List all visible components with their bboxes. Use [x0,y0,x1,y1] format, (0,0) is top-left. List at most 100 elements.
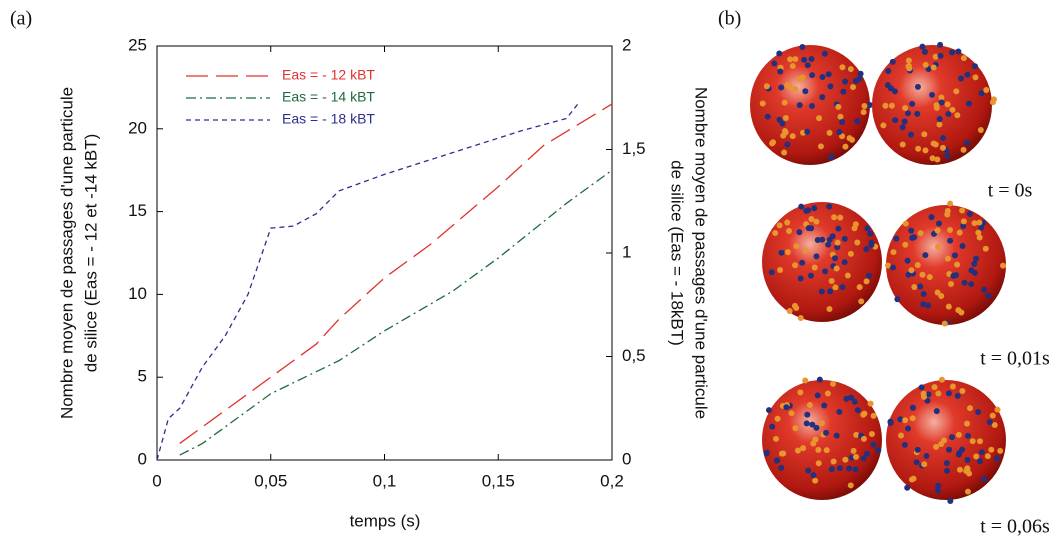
adsorbed-particle [792,56,799,63]
adsorbed-particle [941,320,948,327]
adsorbed-particle [894,296,901,303]
adsorbed-particle [933,408,940,415]
adsorbed-particle [902,220,909,227]
adsorbed-particle [956,466,963,473]
adsorbed-particle [813,218,820,225]
adsorbed-particle [934,156,941,163]
adsorbed-particle [905,57,912,64]
adsorbed-particle [966,211,973,218]
x-tick-label: 0,1 [373,471,397,490]
adsorbed-particle [945,111,952,118]
adsorbed-particle [815,446,822,453]
adsorbed-particle [822,268,829,275]
x-tick-label: 0 [152,471,161,490]
adsorbed-particle [836,465,843,472]
adsorbed-particle [938,94,945,101]
adsorbed-particle [913,459,920,466]
adsorbed-particle [817,143,824,150]
adsorbed-particle [799,259,806,266]
y2-tick-label: 0,5 [622,346,646,365]
y-axis-label: Nombre moyen de passages d'une particule… [57,87,100,419]
adsorbed-particle [955,48,962,55]
adsorbed-particle [971,63,978,70]
adsorbed-particle [975,229,982,236]
adsorbed-particle [784,219,791,226]
y-axis-label-line: de silice (Eas = - 12 et -14 kBT) [81,134,100,373]
adsorbed-particle [798,203,805,210]
panel-label: (b) [718,8,741,30]
adsorbed-particle [847,66,854,73]
adsorbed-particle [843,395,850,402]
adsorbed-particle [861,103,868,110]
adsorbed-particle [909,100,916,107]
adsorbed-particle [936,115,943,122]
adsorbed-particle [780,132,787,139]
adsorbed-particle [973,255,980,262]
adsorbed-particle [902,417,909,424]
adsorbed-particle [867,400,874,407]
adsorbed-particle [918,384,925,391]
adsorbed-particle [825,241,832,248]
adsorbed-particle [1000,262,1007,269]
adsorbed-particle [823,447,830,454]
adsorbed-particle [928,214,935,221]
adsorbed-particle [905,425,912,432]
adsorbed-particle [986,419,993,426]
adsorbed-particle [954,392,961,399]
adsorbed-particle [930,140,937,147]
adsorbed-particle [854,239,861,246]
adsorbed-particle [954,112,961,119]
adsorbed-particle [805,467,812,474]
adsorbed-particle [860,455,867,462]
adsorbed-particle [759,100,766,107]
adsorbed-particle [804,128,811,135]
adsorbed-particle [779,120,786,127]
adsorbed-particle [852,466,859,473]
adsorbed-particle [808,216,815,223]
adsorbed-particle [800,445,807,452]
adsorbed-particle [981,476,988,483]
adsorbed-particle [948,280,955,287]
x-axis-label: temps (s) [350,511,421,530]
adsorbed-particle [776,50,783,57]
adsorbed-particle [899,141,906,148]
adsorbed-particle [796,102,803,109]
adsorbed-particle [926,274,933,281]
adsorbed-particle [922,147,929,154]
adsorbed-particle [812,477,819,484]
y2-axis-label-line: de silice (Eas = - 18kBT) [668,160,687,346]
adsorbed-particle [997,447,1004,454]
adsorbed-particle [835,225,842,232]
adsorbed-particle [825,71,832,78]
adsorbed-particle [826,203,833,210]
adsorbed-particle [955,431,962,438]
adsorbed-particle [828,466,835,473]
adsorbed-particle [789,62,796,69]
adsorbed-particle [935,482,942,489]
adsorbed-particle [929,155,936,162]
adsorbed-particle [917,283,924,290]
adsorbed-particle [839,64,846,71]
adsorbed-particle [836,128,843,135]
adsorbed-particle [944,152,951,159]
adsorbed-particle [948,49,955,56]
adsorbed-particle [905,62,912,69]
adsorbed-particle [944,101,951,108]
adsorbed-particle [914,446,921,453]
adsorbed-particle [796,229,803,236]
adsorbed-particle [796,76,803,83]
adsorbed-particle [808,225,815,232]
adsorbed-particle [778,450,785,457]
adsorbed-particle [930,64,937,71]
adsorbed-particle [778,249,785,256]
y-tick-label: 25 [128,35,147,54]
adsorbed-particle [977,127,984,134]
adsorbed-particle [810,472,817,479]
adsorbed-particle [960,55,967,62]
adsorbed-particle [802,88,809,95]
adsorbed-particle [880,122,887,129]
adsorbed-particle [981,286,988,293]
adsorbed-particle [940,135,947,142]
adsorbed-particle [908,476,915,483]
adsorbed-particle [821,50,828,57]
